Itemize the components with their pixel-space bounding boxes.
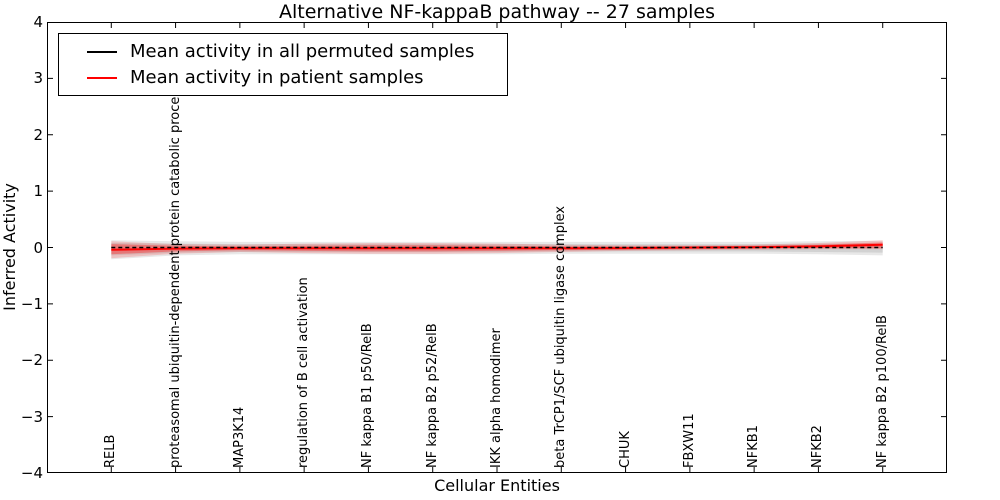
- x-tick-label: IKK alpha homodimer: [489, 328, 504, 468]
- x-tick-label: NFKB1: [746, 425, 762, 468]
- y-tick-label: 2: [33, 125, 43, 144]
- x-tick-label: NF kappa B1 p50/RelB: [360, 323, 376, 468]
- legend-label-permuted: Mean activity in all permuted samples: [130, 41, 475, 62]
- x-tick-label: NFKB2: [810, 425, 826, 468]
- y-tick-label: −3: [20, 407, 43, 426]
- legend-entry-patient: Mean activity in patient samples: [59, 67, 507, 88]
- x-tick-label: beta TrCP1/SCF ubiquitin ligase complex: [553, 205, 569, 468]
- y-tick-label: −2: [20, 351, 43, 370]
- x-tick-label: RELB: [103, 434, 119, 468]
- y-tick-label: 4: [33, 13, 43, 31]
- plot-area: RELB proteasomal ubiquitin-dependent prot…: [47, 22, 947, 473]
- x-tick-label: CHUK: [617, 431, 633, 468]
- chart-svg: [47, 22, 947, 473]
- x-tick-label: FBXW11: [681, 413, 697, 468]
- x-tick-label: NF kappa B2 p100/RelB: [874, 315, 890, 468]
- chart-title: Alternative NF-kappaB pathway -- 27 samp…: [278, 1, 716, 23]
- x-tick-label: MAP3K14: [231, 406, 247, 468]
- plot-border: [47, 22, 947, 473]
- x-axis-label: Cellular Entities: [434, 476, 560, 495]
- y-tick-label: −1: [20, 294, 43, 313]
- x-tick-label: proteasomal ubiquitin-dependent protein …: [167, 83, 183, 468]
- permuted-line-swatch: [87, 50, 117, 53]
- permuted-std-band-outer: [111, 240, 883, 260]
- legend-label-patient: Mean activity in patient samples: [130, 67, 424, 88]
- y-tick-label: 0: [33, 238, 43, 257]
- patient-line-swatch: [87, 76, 117, 79]
- patient-mean-line: [111, 243, 883, 251]
- y-tick-label: −4: [20, 464, 43, 482]
- x-tick-label: NF kappa B2 p52/RelB: [424, 323, 440, 468]
- y-tick-label: 3: [33, 69, 43, 88]
- x-tick-label: regulation of B cell activation: [296, 277, 312, 468]
- y-tick-label: 1: [33, 182, 43, 201]
- legend-entry-permuted: Mean activity in all permuted samples: [59, 41, 507, 62]
- legend: Mean activity in all permuted samples Me…: [58, 33, 508, 96]
